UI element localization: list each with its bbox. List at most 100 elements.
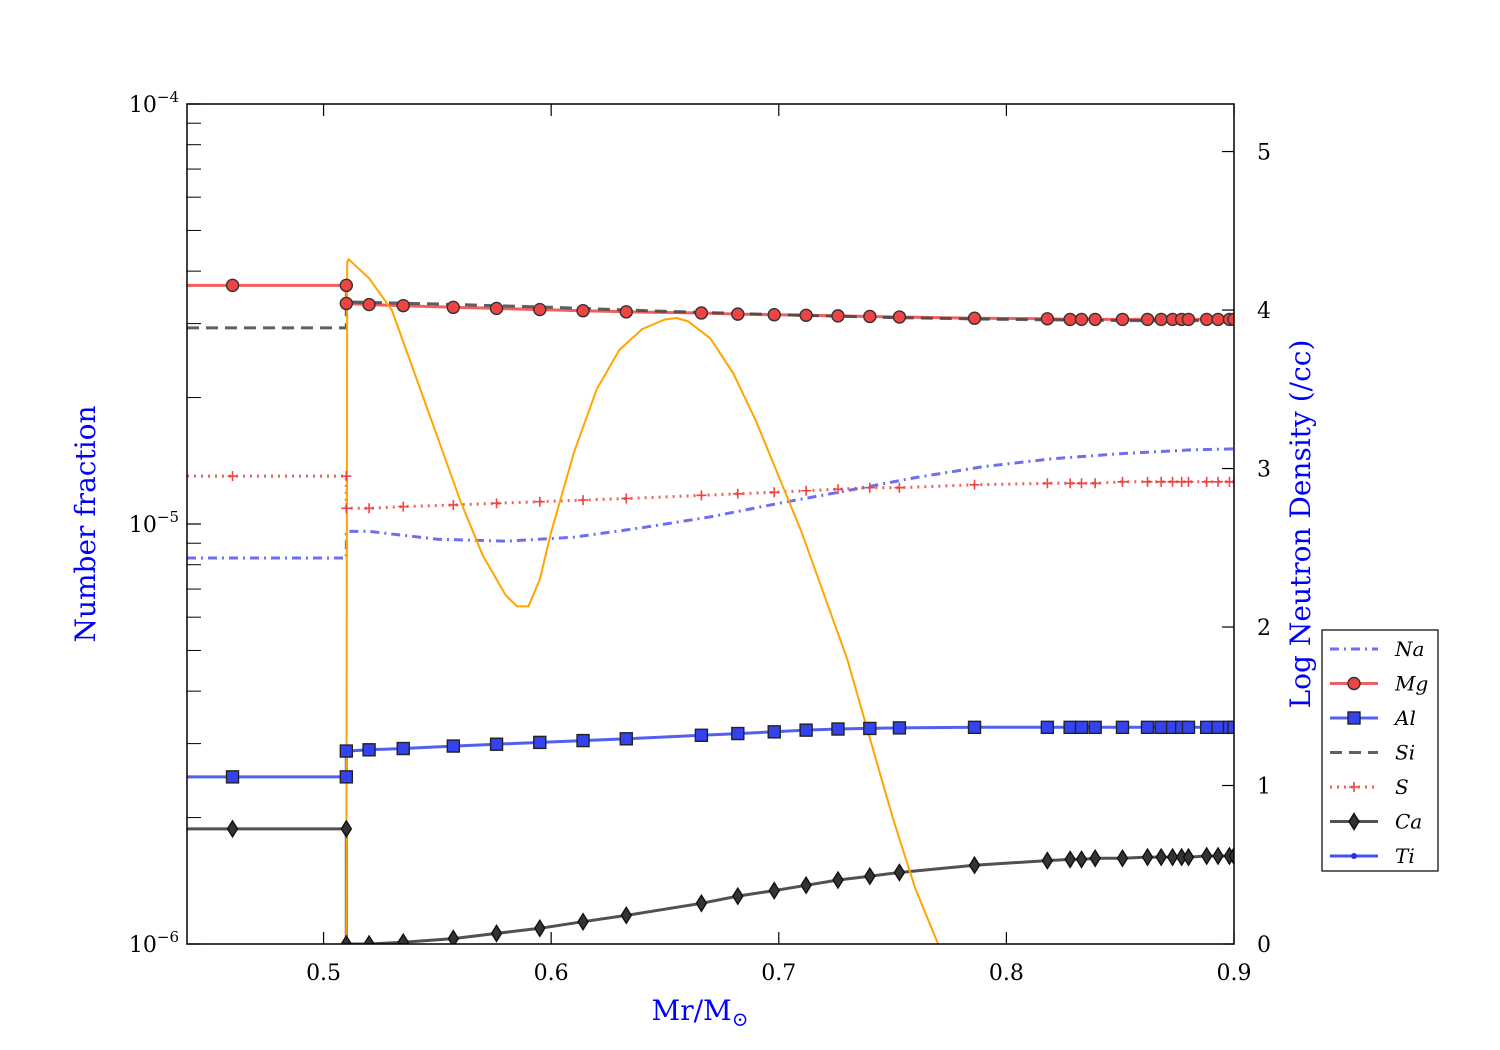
y-right-axis-title: Log Neutron Density (/cc)	[1284, 340, 1317, 709]
data-point-mg	[799, 308, 813, 322]
data-point-s	[1229, 476, 1234, 487]
data-point-mg	[767, 308, 781, 322]
legend-marker	[1347, 711, 1361, 725]
data-point-ca	[1041, 851, 1054, 870]
data-point-al	[1088, 720, 1102, 735]
legend-label: S	[1395, 775, 1409, 799]
data-point-mg	[1088, 312, 1102, 327]
legend-frame	[1321, 629, 1439, 872]
series-line-na	[187, 447, 1234, 560]
x-tick-label: 0.7	[761, 961, 796, 986]
data-point-al	[396, 741, 410, 756]
data-point-mg	[339, 296, 354, 311]
legend: Na Mg Al Si S Ca Ti	[1321, 629, 1439, 872]
data-point-s	[1167, 476, 1178, 487]
data-point-ca	[1212, 846, 1224, 866]
data-point-s	[491, 498, 502, 509]
legend-entry-al: Al	[1330, 706, 1416, 730]
legend-entry-ti: Ti	[1330, 844, 1415, 868]
legend-marker	[1348, 812, 1360, 831]
data-point-ca	[1228, 846, 1234, 866]
data-point-s	[1117, 476, 1128, 487]
data-point-mg	[619, 305, 633, 319]
data-point-ca	[397, 932, 410, 944]
data-point-mg	[694, 306, 709, 320]
data-point-ca	[1064, 850, 1076, 869]
series-line-neutron-density	[345, 257, 940, 944]
legend-marker	[1351, 853, 1357, 859]
series-line-s	[187, 474, 1234, 510]
data-point-s	[1142, 476, 1153, 487]
x-tick-label: 0.8	[989, 961, 1024, 986]
data-point-al	[1211, 720, 1225, 735]
data-point-s	[1065, 478, 1076, 489]
x-tick-label: 0.5	[306, 961, 341, 986]
data-point-al	[967, 720, 982, 735]
data-point-mg	[446, 300, 461, 315]
ticks-layer: 0.5 0.6 0.7 0.8 0.9 10−6 10−5 10−4 0 1 2 3 4 5	[129, 88, 1271, 986]
data-point-ca	[1116, 848, 1129, 868]
data-point-mg	[1181, 312, 1196, 327]
data-point-al	[446, 739, 461, 753]
legend-entry-na: Na	[1330, 637, 1424, 661]
data-point-ca	[533, 918, 546, 938]
data-point-s	[341, 503, 352, 514]
data-point-al	[576, 733, 590, 748]
data-point-mg	[1227, 312, 1234, 327]
legend-label: Si	[1395, 741, 1415, 765]
y-right-tick-label: 5	[1257, 141, 1271, 166]
data-point-al	[1063, 720, 1077, 735]
data-point-s	[894, 482, 905, 493]
data-point-s	[969, 479, 980, 490]
data-point-al	[1199, 720, 1214, 735]
data-point-al	[863, 721, 877, 736]
data-point-s	[1076, 478, 1087, 489]
data-point-al	[339, 770, 354, 784]
data-point-al	[1181, 720, 1196, 735]
data-point-al	[892, 721, 907, 735]
legend-marker	[1347, 676, 1361, 691]
data-point-s	[696, 490, 707, 501]
data-point-ca	[1075, 850, 1088, 869]
data-point-s	[769, 487, 780, 498]
data-point-s	[1213, 476, 1224, 487]
data-point-mg	[1154, 312, 1168, 327]
legend-entry-mg: Mg	[1330, 672, 1428, 696]
data-point-mg	[731, 307, 745, 321]
data-point-mg	[1040, 312, 1055, 326]
data-point-mg	[863, 309, 877, 324]
data-point-s	[578, 495, 589, 506]
y-left-tick-label: 10−6	[129, 928, 179, 958]
data-point-al	[489, 737, 504, 751]
data-point-mg	[1140, 312, 1155, 327]
data-point-al	[799, 723, 813, 737]
legend-label: Na	[1394, 637, 1424, 661]
x-axis-title: Mr/M⊙	[652, 994, 749, 1031]
data-point-ca	[864, 866, 876, 886]
data-point-s	[448, 499, 459, 510]
data-point-al	[339, 744, 354, 758]
data-point-mg	[967, 311, 982, 325]
legend-entry-ca: Ca	[1330, 810, 1422, 834]
y-left-tick-label: 10−5	[129, 508, 179, 538]
data-point-ca	[893, 863, 906, 882]
data-point-al	[1074, 720, 1089, 735]
data-point-al	[731, 726, 745, 741]
x-axis-title-subscript: ⊙	[732, 1007, 749, 1031]
data-point-ca	[1089, 848, 1101, 868]
data-point-ca	[695, 893, 708, 913]
data-point-s	[832, 484, 843, 495]
data-point-s	[1201, 476, 1212, 487]
data-point-al	[767, 725, 781, 739]
y-left-axis-title: Number fraction	[69, 405, 102, 642]
data-point-ca	[731, 886, 744, 906]
data-point-ca	[577, 912, 589, 932]
data-point-mg	[1063, 312, 1077, 327]
legend-label: Mg	[1394, 672, 1428, 696]
data-point-al	[1227, 720, 1234, 735]
data-point-mg	[892, 310, 907, 324]
data-point-ca	[363, 934, 375, 944]
data-point-ca	[447, 929, 460, 944]
legend-marker	[1349, 782, 1359, 792]
